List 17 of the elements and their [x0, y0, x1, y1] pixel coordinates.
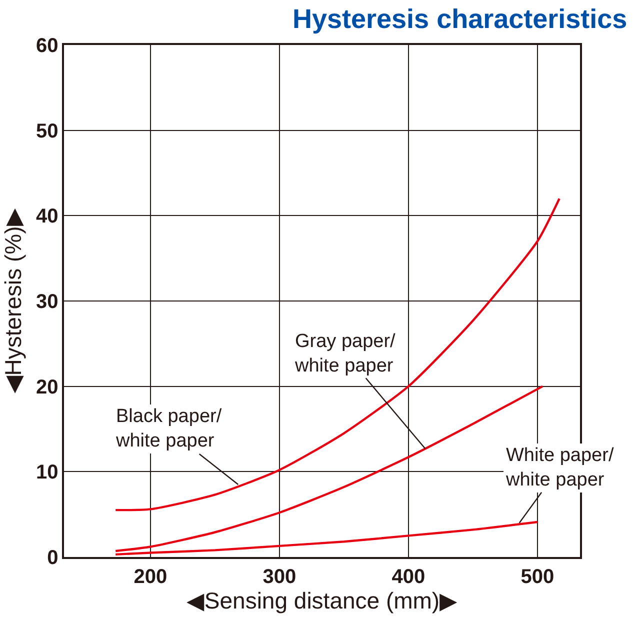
- y-axis-title: ◀Hysteresis (%)▶: [0, 208, 26, 394]
- x-tick-label: 300: [262, 566, 296, 588]
- annotation: Gray paper/ white paper: [294, 331, 396, 377]
- annotation: White paper/ white paper: [505, 445, 614, 491]
- y-tick-label: 30: [36, 291, 58, 313]
- x-axis-title: ◀Sensing distance (mm)▶: [186, 588, 458, 614]
- chart-title: Hysteresis characteristics: [292, 4, 628, 34]
- y-tick-label: 60: [36, 35, 58, 57]
- x-tick-label: 400: [392, 566, 426, 588]
- annotation: Black paper/ white paper: [115, 406, 222, 452]
- x-tick-label: 500: [520, 566, 554, 588]
- x-tick-label: 200: [134, 566, 168, 588]
- y-tick-label: 50: [36, 120, 58, 142]
- y-tick-label: 10: [36, 462, 58, 484]
- y-tick-label: 0: [47, 547, 58, 569]
- y-tick-label: 40: [36, 206, 58, 228]
- y-tick-label: 20: [36, 376, 58, 398]
